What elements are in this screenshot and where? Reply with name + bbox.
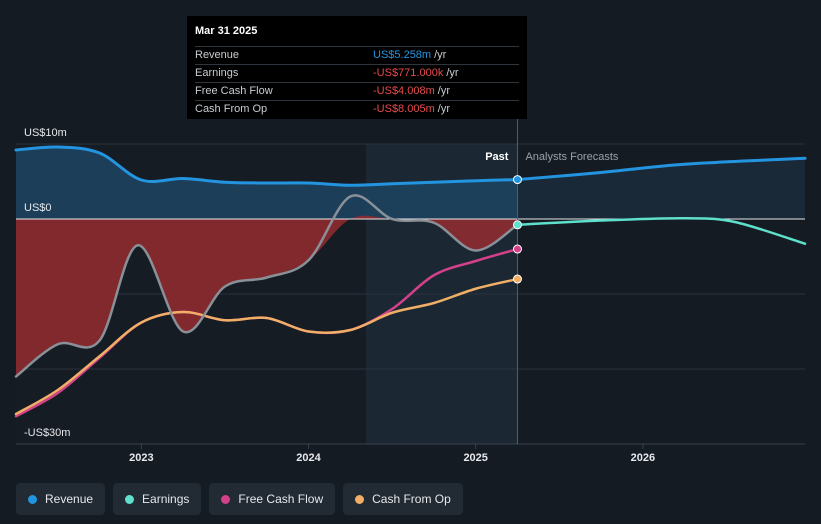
x-tick-label: 2024 [296, 452, 321, 464]
tooltip-label: Cash From Op [195, 103, 268, 115]
legend-item-cash-from-op[interactable]: Cash From Op [343, 483, 463, 515]
earnings-line [14, 194, 519, 378]
tooltip-label: Free Cash Flow [195, 85, 273, 97]
legend-label: Free Cash Flow [238, 492, 324, 506]
legend-item-free-cash-flow[interactable]: Free Cash Flow [209, 483, 336, 515]
y-axis-label-bottom: -US$30m [24, 427, 70, 439]
tooltip-value: -US$771.000k [373, 67, 444, 79]
chart-area: US$10m US$0 -US$30m 2023 2024 2025 2026 Past Ana… [14, 16, 807, 464]
tooltip-unit: /yr [437, 103, 450, 115]
x-tick-label: 2026 [631, 452, 655, 464]
legend: Revenue Earnings Free Cash Flow Cash Fro… [16, 483, 463, 515]
x-tick-label: 2023 [129, 452, 153, 464]
y-axis-label-top: US$10m [24, 127, 67, 139]
earnings-point [512, 220, 522, 230]
tooltip-value: US$5.258m [373, 49, 432, 61]
tooltip-unit: /yr [434, 49, 447, 61]
legend-label: Revenue [45, 492, 94, 506]
tooltip-row-free-cash-flow: Free Cash Flow -US$4.008m /yr [195, 82, 519, 100]
revenue-line [14, 145, 519, 187]
forecast-label: Analysts Forecasts [525, 151, 618, 163]
y-axis-label-zero: US$0 [24, 202, 52, 214]
cash-from-op-point [512, 274, 522, 284]
legend-item-earnings[interactable]: Earnings [113, 483, 202, 515]
tooltip-label: Earnings [195, 67, 239, 79]
earnings-forecast-line [516, 216, 807, 245]
revenue-area [16, 146, 518, 219]
tooltip-label: Revenue [195, 49, 240, 61]
revenue-point [512, 175, 522, 185]
legend-label: Earnings [142, 492, 190, 506]
past-label: Past [485, 151, 509, 163]
revenue-forecast-area [517, 158, 805, 219]
cash-from-op-line [14, 277, 519, 416]
tooltip-value: -US$4.008m [373, 85, 435, 97]
tooltip-value: -US$8.005m [373, 103, 435, 115]
tooltip-row-revenue: Revenue US$5.258m /yr [195, 46, 519, 64]
legend-dot-icon [221, 494, 231, 504]
tooltip-row-earnings: Earnings -US$771.000k /yr [195, 64, 519, 82]
revenue-forecast-line [515, 156, 807, 182]
legend-item-revenue[interactable]: Revenue [16, 483, 106, 515]
tooltip: Mar 31 2025 Revenue US$5.258m /yr Earnin… [187, 16, 527, 119]
tooltip-unit: /yr [437, 85, 450, 97]
legend-dot-icon [355, 494, 365, 504]
legend-dot-icon [28, 494, 37, 504]
tooltip-date: Mar 31 2025 [195, 25, 258, 37]
free-cash-flow-point [512, 244, 522, 254]
earnings-negative-area [16, 215, 518, 377]
tooltip-row-cash-from-op: Cash From Op -US$8.005m /yr [195, 100, 519, 118]
legend-dot-icon [125, 494, 135, 504]
legend-label: Cash From Op [372, 492, 451, 506]
tooltip-unit: /yr [446, 67, 459, 79]
x-tick-label: 2025 [463, 452, 487, 464]
